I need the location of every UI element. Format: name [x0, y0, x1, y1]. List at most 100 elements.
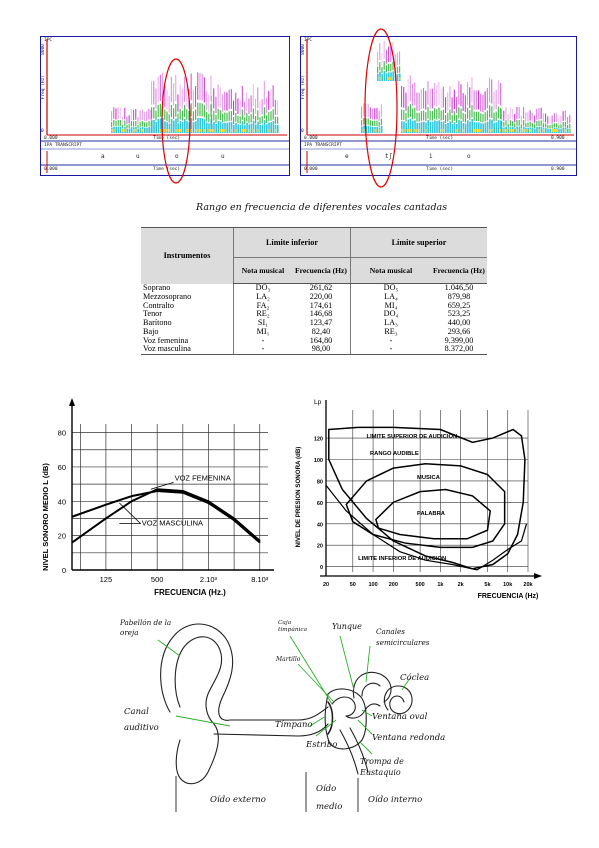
- spectrogram-streak: [480, 113, 482, 123]
- spectrogram-streak: [482, 114, 484, 123]
- spectrogram-streak: [266, 97, 268, 114]
- spectrogram-streak: [489, 77, 491, 103]
- spectrogram-streak: [213, 110, 215, 121]
- spectrogram-streak: [385, 49, 387, 64]
- spectrogram-streak: [412, 108, 414, 120]
- region-musica: [345, 463, 506, 549]
- spectrogram-streak: [473, 90, 475, 110]
- spectrogram-streak: [173, 120, 175, 133]
- spectrogram-streak: [222, 94, 224, 112]
- spectrogram-streak: [429, 121, 432, 133]
- spectrogram-streak: [434, 82, 436, 106]
- spectrogram-streak: [378, 121, 380, 127]
- spectrogram-streak: [277, 100, 279, 116]
- spectrogram-top-label: IPC: [44, 38, 53, 43]
- spectrogram-streak: [501, 121, 503, 127]
- spectrogram-streak: [388, 77, 390, 80]
- spectrogram-streak: [405, 92, 407, 111]
- spectrogram-streak: [514, 123, 516, 128]
- spectrogram-streak: [177, 94, 179, 112]
- spectrogram-streak: [471, 105, 473, 118]
- spectrogram-streak: [489, 105, 491, 118]
- y-tick-label: 0: [62, 566, 66, 575]
- y-tick-label: 40: [58, 497, 66, 506]
- spectrogram-streak: [268, 122, 270, 133]
- spectrogram-streak: [480, 93, 482, 112]
- spectrogram-streak: [203, 129, 206, 132]
- spectrogram-streak: [425, 90, 427, 110]
- spectrogram-streak: [117, 120, 119, 126]
- time-axis-label: Time (sec): [153, 136, 181, 141]
- spectrogram-streak: [412, 120, 414, 133]
- spectrogram-streak: [414, 120, 416, 133]
- spectrogram-streak: [471, 77, 473, 103]
- spectrogram-streak: [403, 110, 405, 121]
- series-point: [259, 540, 261, 542]
- spectrogram-streak: [186, 121, 188, 133]
- spectrogram-streak: [507, 114, 509, 123]
- spectrogram-streak: [431, 88, 433, 109]
- spectrogram-streak: [263, 81, 265, 105]
- spectrogram-streak: [206, 91, 208, 111]
- table-cell: 8.372,00: [431, 344, 487, 356]
- ear-semicircular-canals: [352, 671, 392, 703]
- ear-ossicles: [331, 696, 381, 719]
- spectrogram-streak: [252, 84, 254, 107]
- spectrogram-streak: [491, 129, 493, 132]
- spectrogram-streak: [478, 122, 480, 133]
- spectrogram-streak: [237, 124, 239, 133]
- bottom-time-end: 0.900: [551, 167, 565, 172]
- spectrogram-streak: [523, 107, 525, 119]
- spectrogram-streak: [493, 92, 495, 111]
- series-point: [71, 541, 73, 544]
- spectrogram-streak: [538, 108, 540, 120]
- spectrogram-streak: [414, 82, 416, 106]
- ear-cochlea: [383, 685, 413, 715]
- spectrogram-streak: [255, 115, 257, 124]
- spectrogram-streak: [117, 107, 119, 119]
- spectrogram-streak: [190, 103, 192, 117]
- spectrogram-streak: [531, 113, 533, 123]
- table-cell: -: [350, 336, 431, 346]
- spectrogram-streak: [159, 74, 161, 101]
- spectrogram-streak: [536, 120, 538, 127]
- table-cell: 174,61: [309, 300, 333, 310]
- spectrogram-streak: [224, 122, 226, 133]
- spectrogram-streak: [540, 107, 542, 120]
- spectrogram-streak: [157, 118, 160, 133]
- spectrogram-streak: [203, 119, 206, 133]
- spectrogram-streak: [491, 79, 493, 104]
- spectrogram-streak: [425, 122, 427, 133]
- spectrogram-streak: [175, 103, 177, 117]
- phoneme-label: u: [136, 153, 140, 160]
- spectrogram-streak: [396, 66, 398, 74]
- spectrogram-streak: [484, 112, 486, 122]
- spectrogram-streak: [475, 129, 478, 132]
- spectrogram-streak: [431, 121, 434, 133]
- spectrogram-streak: [560, 124, 562, 129]
- spectrogram-streak: [363, 129, 365, 132]
- spectrogram-streak: [263, 120, 266, 133]
- phoneme-label: o: [467, 153, 471, 160]
- spectrogram-streak: [534, 128, 536, 133]
- x-tick-label: 125: [100, 575, 113, 584]
- series-point: [105, 504, 107, 506]
- spectrogram-streak: [460, 108, 462, 120]
- spectrogram-streak: [146, 111, 148, 122]
- spectrogram-streak: [531, 123, 533, 128]
- spectrogram-streak: [203, 77, 205, 103]
- spectrogram-streak: [197, 129, 199, 132]
- spectrogram-streak: [197, 72, 199, 100]
- spectrogram-streak: [230, 111, 232, 121]
- spectrogram-streak: [175, 129, 177, 132]
- spectrogram-streak: [252, 129, 255, 132]
- spectrogram-streak: [257, 87, 259, 108]
- spectrogram-streak: [179, 108, 181, 120]
- table-cell: DO₃: [233, 283, 292, 293]
- y-axis-arrow: [69, 398, 75, 406]
- spectrogram-streak: [503, 110, 505, 121]
- spectrogram-streak: [215, 96, 217, 114]
- spectrogram-streak: [423, 88, 425, 109]
- spectrogram-streak: [141, 121, 143, 127]
- spectrogram-streak: [531, 128, 534, 133]
